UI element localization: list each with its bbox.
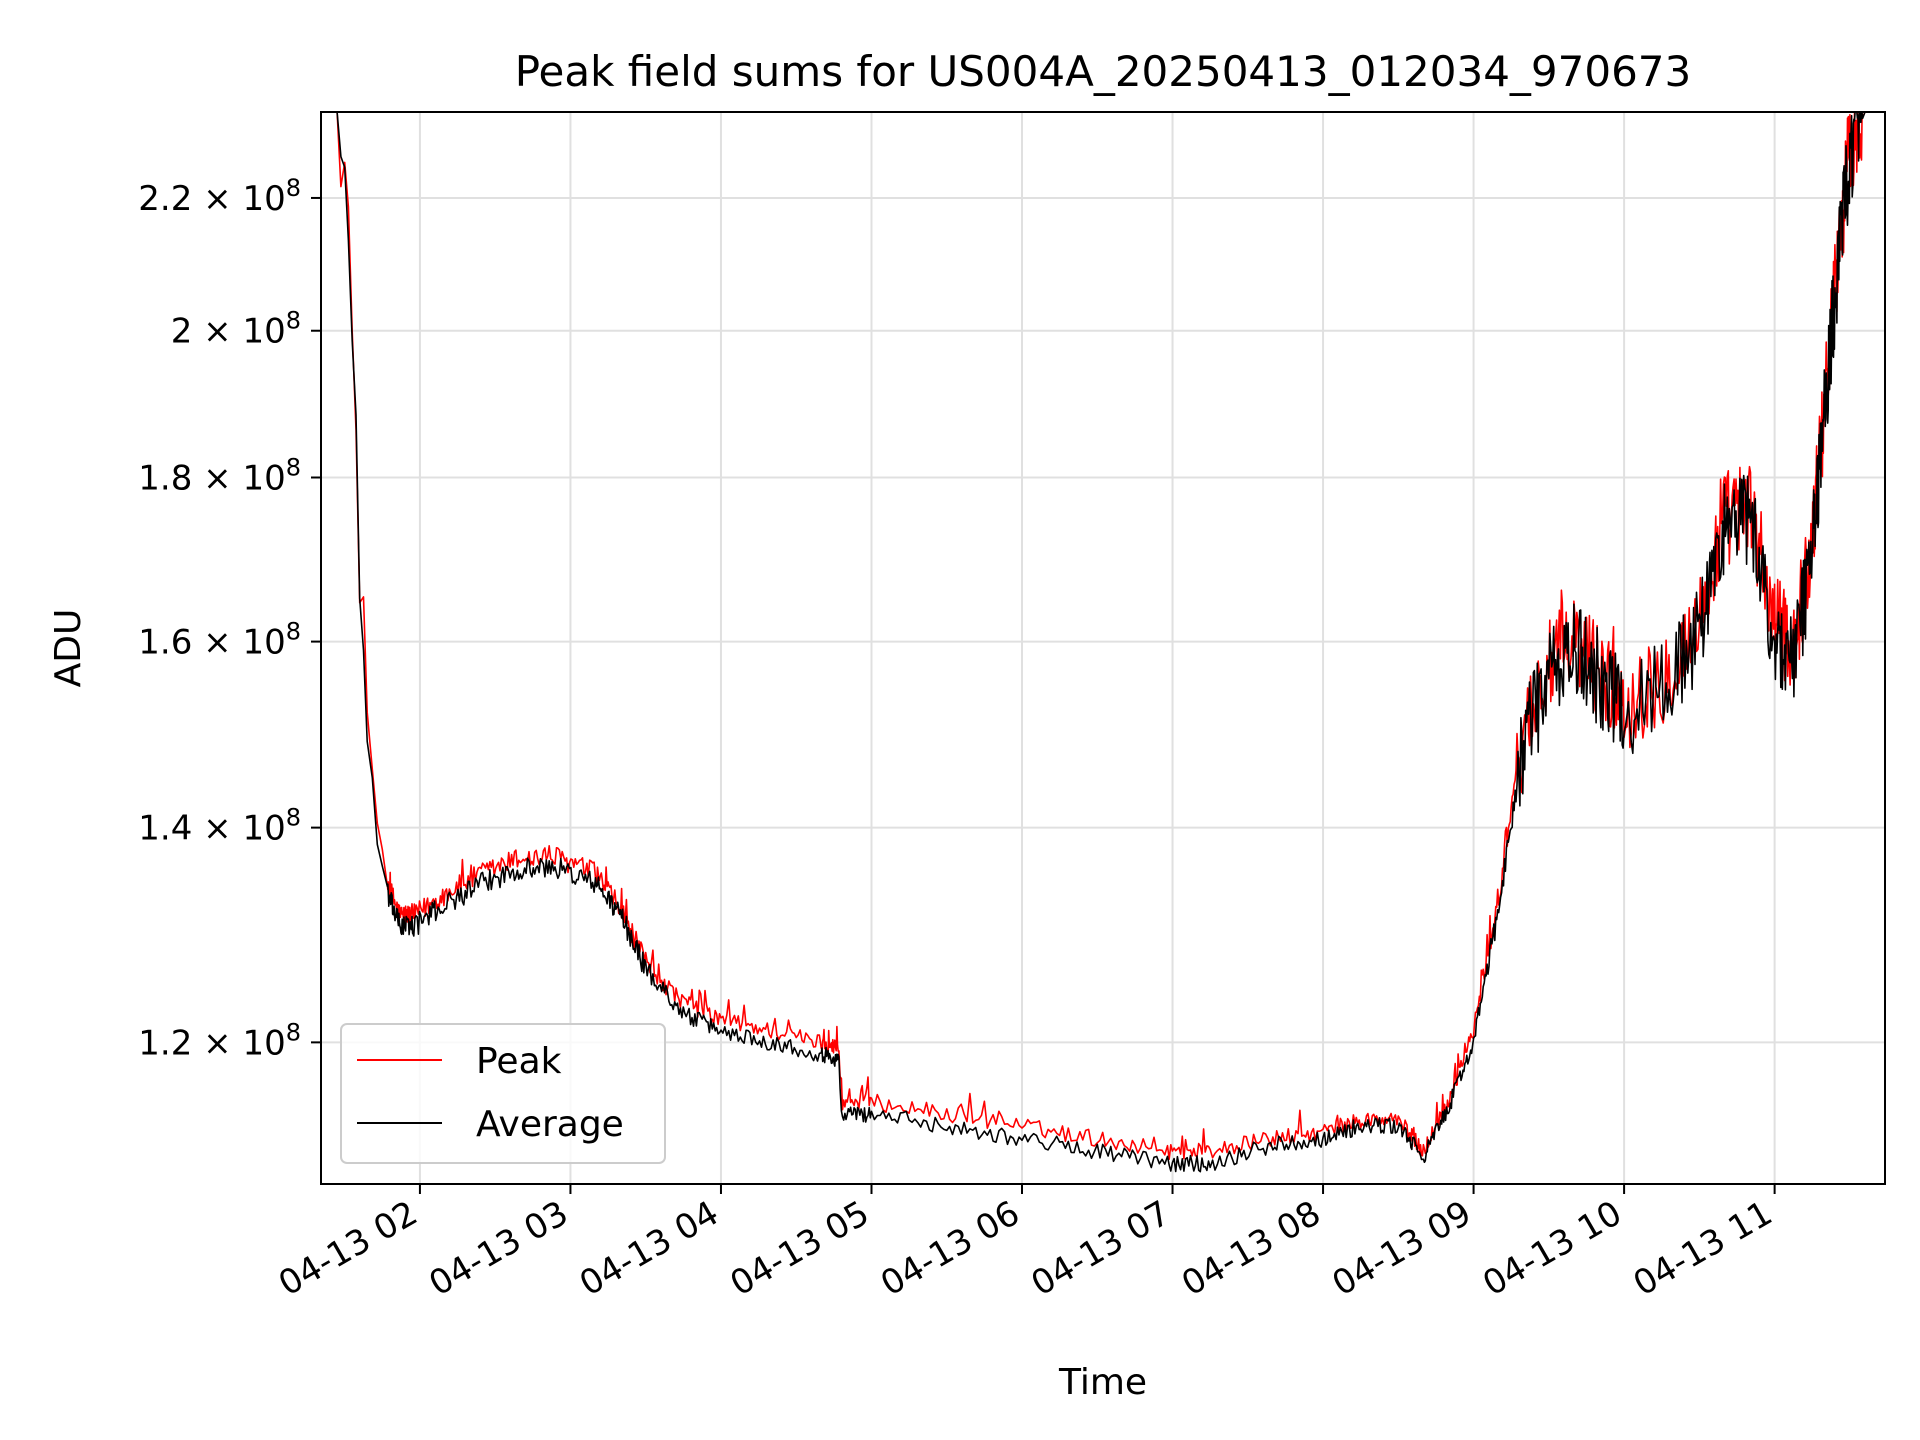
x-tick-label: 04-13 08 — [1175, 1193, 1327, 1304]
x-tick-label: 04-13 09 — [1326, 1193, 1478, 1304]
x-tick-label: 04-13 03 — [423, 1193, 575, 1304]
y-tick-label: 2 × 108 — [171, 307, 301, 352]
x-tick-label: 04-13 02 — [272, 1193, 424, 1304]
x-tick-label: 04-13 05 — [724, 1193, 876, 1304]
x-tick-label: 04-13 11 — [1627, 1193, 1779, 1304]
chart-title: Peak field sums for US004A_20250413_0120… — [515, 47, 1692, 96]
x-tick-label: 04-13 07 — [1025, 1193, 1177, 1304]
legend-label-average: Average — [476, 1104, 624, 1145]
series-line-average — [320, 111, 1885, 1173]
x-axis-label: Time — [1058, 1362, 1147, 1403]
legend: Peak Average — [340, 1023, 666, 1164]
x-tick-label: 04-13 06 — [874, 1193, 1026, 1304]
y-tick-label: 1.4 × 108 — [138, 804, 301, 849]
y-tick-label: 1.6 × 108 — [138, 618, 301, 663]
series-layer — [320, 111, 1885, 1173]
legend-box — [340, 1023, 666, 1164]
x-tick-label: 04-13 10 — [1476, 1193, 1628, 1304]
series-line-peak — [320, 111, 1885, 1160]
legend-label-peak: Peak — [476, 1041, 562, 1082]
y-tick-label: 1.8 × 108 — [138, 454, 301, 499]
plot-frame — [320, 111, 1886, 1185]
y-axis-label: ADU — [48, 609, 89, 688]
y-tick-label: 2.2 × 108 — [138, 174, 301, 219]
y-tick-label: 1.2 × 108 — [138, 1018, 301, 1063]
y-axis: 1.2 × 108 1.4 × 108 1.6 × 108 1.8 × 108 2 × … — [138, 174, 321, 1063]
x-tick-label: 04-13 04 — [573, 1193, 725, 1304]
